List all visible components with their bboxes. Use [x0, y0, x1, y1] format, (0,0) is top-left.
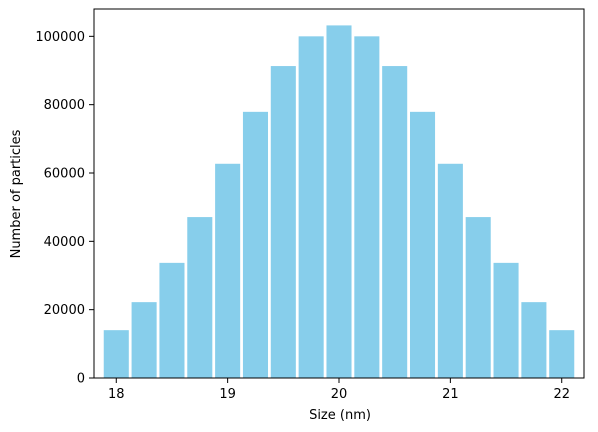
- bar: [187, 217, 213, 378]
- bar: [215, 163, 241, 378]
- y-tick-label: 60000: [44, 167, 85, 182]
- bar: [521, 302, 547, 378]
- x-axis-label: Size (nm): [309, 408, 371, 423]
- x-tick-label: 22: [553, 387, 570, 402]
- bar: [298, 36, 324, 378]
- y-tick-label: 100000: [35, 30, 85, 45]
- y-tick-label: 40000: [44, 235, 85, 250]
- bar: [326, 25, 352, 379]
- y-tick-label: 20000: [44, 303, 85, 318]
- bar: [131, 302, 157, 378]
- y-axis-label: Number of particles: [9, 129, 24, 258]
- x-tick-label: 21: [442, 387, 459, 402]
- bar: [409, 111, 436, 378]
- bar: [549, 330, 575, 378]
- bar: [493, 262, 519, 378]
- bar: [354, 36, 380, 378]
- x-tick-label: 18: [108, 387, 125, 402]
- ticks-group: 18 19 20 21 22 0 20000 40000 60000 80000 100000: [35, 30, 570, 402]
- bar: [270, 66, 296, 378]
- bar: [382, 66, 408, 378]
- x-tick-label: 20: [331, 387, 348, 402]
- y-tick-label: 80000: [44, 98, 85, 113]
- x-tick-label: 19: [219, 387, 236, 402]
- bar: [465, 217, 491, 378]
- bar: [437, 163, 463, 378]
- y-tick-label: 0: [77, 372, 85, 387]
- bar: [242, 111, 269, 378]
- bars-group: [103, 25, 575, 379]
- bar: [159, 262, 185, 378]
- bar: [103, 330, 129, 378]
